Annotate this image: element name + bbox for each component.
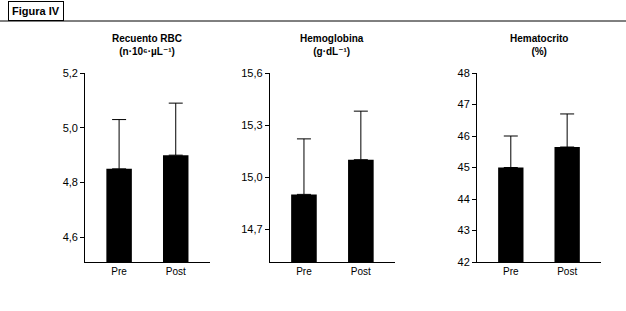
svg-text:15,0: 15,0 [241, 171, 262, 183]
svg-text:Pre: Pre [296, 266, 312, 277]
svg-text:Recuento RBC(n·10⁶·µL⁻¹): Recuento RBC(n·10⁶·µL⁻¹) [112, 33, 182, 57]
svg-text:Hematocrito(%): Hematocrito(%) [510, 33, 568, 57]
svg-text:46: 46 [458, 130, 470, 142]
svg-text:Pre: Pre [503, 266, 519, 277]
svg-text:44: 44 [458, 193, 470, 205]
svg-text:5,2: 5,2 [63, 67, 78, 79]
svg-text:Pre: Pre [111, 266, 127, 277]
svg-text:15,3: 15,3 [241, 119, 262, 131]
svg-text:4,8: 4,8 [63, 176, 78, 188]
svg-text:15,6: 15,6 [241, 67, 262, 79]
svg-text:Post: Post [351, 266, 371, 277]
svg-text:Post: Post [557, 266, 577, 277]
svg-text:Hemoglobina(g·dL⁻¹): Hemoglobina(g·dL⁻¹) [300, 33, 364, 57]
svg-text:45: 45 [458, 161, 470, 173]
svg-text:43: 43 [458, 224, 470, 236]
svg-text:48: 48 [458, 67, 470, 79]
svg-text:Figura IV: Figura IV [12, 5, 60, 17]
svg-text:42: 42 [458, 256, 470, 268]
svg-text:47: 47 [458, 98, 470, 110]
svg-text:4,6: 4,6 [63, 231, 78, 243]
svg-text:5,0: 5,0 [63, 122, 78, 134]
svg-text:14,7: 14,7 [241, 223, 262, 235]
svg-text:Post: Post [166, 266, 186, 277]
